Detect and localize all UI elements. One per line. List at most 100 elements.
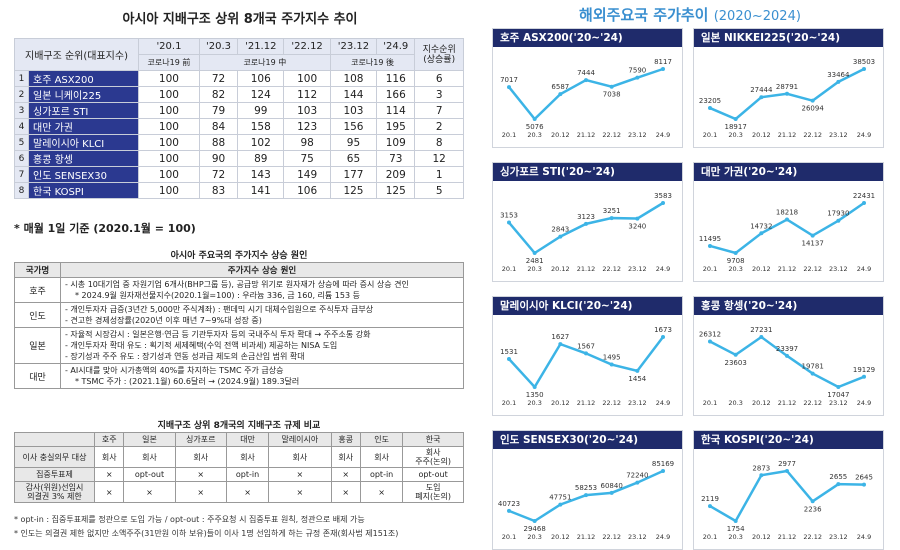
x-tick-label: 20.1 [502, 131, 516, 139]
data-label: 1350 [526, 391, 544, 399]
drivers-reason: - 자율적 시장감시 : 일본은행·연금 등 기관투자자 등의 국내주식 투자 … [60, 327, 464, 364]
drivers-country: 대만 [14, 363, 61, 389]
index-cell: 83 [198, 182, 239, 199]
index-row: 5 말레이시아 KLCI 100 88 102 98 95 109 8 [14, 134, 464, 151]
x-tick-label: 21.12 [577, 265, 596, 273]
x-tick-label: 21.12 [778, 533, 797, 541]
data-label: 27444 [750, 86, 773, 94]
index-row-number: 1 [14, 70, 29, 87]
index-row-number: 6 [14, 150, 29, 167]
chart-panel: 인도 SENSEX30('20~'24) 40723 20.1 29468 20.3 47… [492, 430, 683, 550]
data-point [507, 85, 511, 90]
index-rank-cell: 8 [414, 134, 464, 151]
data-point [708, 339, 712, 344]
data-point [810, 98, 815, 103]
drivers-reason: - 개인투자자 급증(3년간 5,000만 주식계좌) : 팬데믹 시기 대체수… [60, 302, 464, 328]
index-row: 8 한국 KOSPI 100 83 141 106 125 125 5 [14, 182, 464, 199]
data-point [733, 117, 738, 121]
drivers-line: - 시총 10대기업 중 자원기업 6개사(BHP그룹 등), 공급망 위기로 … [65, 280, 409, 289]
regulation-cell: 도입 폐지(논의) [402, 481, 464, 503]
index-cell: 144 [329, 86, 378, 103]
x-tick-label: 24.9 [656, 533, 670, 541]
data-point [609, 490, 614, 495]
data-point [661, 469, 665, 473]
index-row-name: 대만 가권 [28, 118, 139, 135]
data-point [558, 234, 563, 239]
data-label: 7038 [603, 91, 621, 99]
data-label: 14137 [802, 240, 824, 248]
index-cell: 125 [376, 182, 416, 199]
data-point [862, 67, 866, 71]
regulation-country: 한국 [402, 432, 464, 447]
index-cell: 100 [138, 182, 200, 199]
data-label: 1531 [500, 348, 518, 356]
charts-title: 해외주요국 주가추이 (2020~2024) [490, 4, 890, 25]
index-cell: 143 [237, 166, 285, 183]
index-row-number: 5 [14, 134, 29, 151]
index-cell: 100 [138, 118, 200, 135]
data-label: 1567 [577, 342, 595, 350]
x-tick-label: 23.12 [628, 399, 647, 407]
data-point [836, 218, 841, 223]
data-point [733, 251, 738, 255]
data-point [532, 519, 537, 523]
data-label: 17930 [827, 210, 849, 218]
regulation-label: 이사 충실의무 대상 [14, 446, 95, 468]
index-cell: 103 [283, 102, 331, 119]
data-label: 7590 [628, 67, 646, 75]
drivers-row: 일본 - 자율적 시장감시 : 일본은행·연금 등 기관투자자 등의 국내주식 투… [14, 327, 464, 364]
data-label: 58253 [575, 484, 597, 492]
x-tick-label: 20.12 [551, 399, 570, 407]
x-tick-label: 20.12 [752, 533, 771, 541]
index-cell: 149 [283, 166, 331, 183]
index-rank-cell: 7 [414, 102, 464, 119]
data-point [708, 243, 712, 248]
index-col-date: '24.9 [376, 38, 416, 55]
footnote: * 인도는 의결권 제한 없지만 소액주주(31만원 이하 보유)들이 이사 1… [14, 529, 399, 538]
x-tick-label: 22.12 [803, 399, 822, 407]
x-tick-label: 20.3 [527, 131, 541, 139]
index-cell: 84 [198, 118, 239, 135]
data-label: 2873 [752, 464, 770, 472]
data-label: 23397 [776, 345, 798, 353]
chart-title: 호주 ASX200('20~'24) [493, 29, 682, 47]
index-cell: 100 [138, 102, 200, 119]
regulation-country: 호주 [93, 432, 125, 447]
x-tick-label: 24.9 [857, 265, 871, 273]
drivers-row: 호주 - 시총 10대기업 중 자원기업 6개사(BHP그룹 등), 공급망 위기… [14, 277, 464, 303]
index-cell: 102 [237, 134, 285, 151]
data-point [507, 220, 511, 225]
index-cell: 65 [329, 150, 378, 167]
chart-panel: 호주 ASX200('20~'24) 7017 20.1 5076 20.3 6587 20… [492, 28, 683, 148]
data-point [708, 504, 712, 509]
x-tick-label: 20.3 [728, 131, 742, 139]
data-point [507, 508, 511, 513]
regulation-country: 싱가포르 [174, 432, 227, 447]
x-tick-label: 23.12 [829, 131, 848, 139]
data-point [759, 95, 764, 100]
data-point [532, 385, 537, 389]
data-point [785, 353, 789, 358]
index-col-rank-header: 지수순위 (상승률) [414, 38, 464, 71]
regulation-row: 집중투표제 × opt-out × opt-in × × opt-in opt-out [14, 467, 464, 482]
data-label: 29468 [524, 525, 546, 533]
data-point [635, 368, 640, 373]
data-label: 2655 [829, 473, 847, 481]
x-tick-label: 20.12 [752, 265, 771, 273]
data-label: 19781 [802, 363, 824, 371]
data-point [609, 362, 614, 367]
regulation-cell: 회사 주주(논의) [402, 446, 464, 468]
drivers-line: - 자율적 시장감시 : 일본은행·연금 등 기관투자자 등의 국내주식 투자 … [65, 330, 371, 339]
index-row-number: 3 [14, 102, 29, 119]
data-label: 1673 [654, 326, 672, 334]
x-tick-label: 20.12 [551, 131, 570, 139]
regulation-cell: 회사 [93, 446, 125, 468]
index-cell: 195 [376, 118, 416, 135]
x-tick-label: 23.12 [829, 533, 848, 541]
x-tick-label: 20.3 [527, 399, 541, 407]
x-tick-label: 22.12 [602, 131, 621, 139]
index-row: 7 인도 SENSEX30 100 72 143 149 177 209 1 [14, 166, 464, 183]
index-cell: 90 [198, 150, 239, 167]
regulation-cell: 회사 [330, 446, 362, 468]
x-tick-label: 24.9 [857, 131, 871, 139]
